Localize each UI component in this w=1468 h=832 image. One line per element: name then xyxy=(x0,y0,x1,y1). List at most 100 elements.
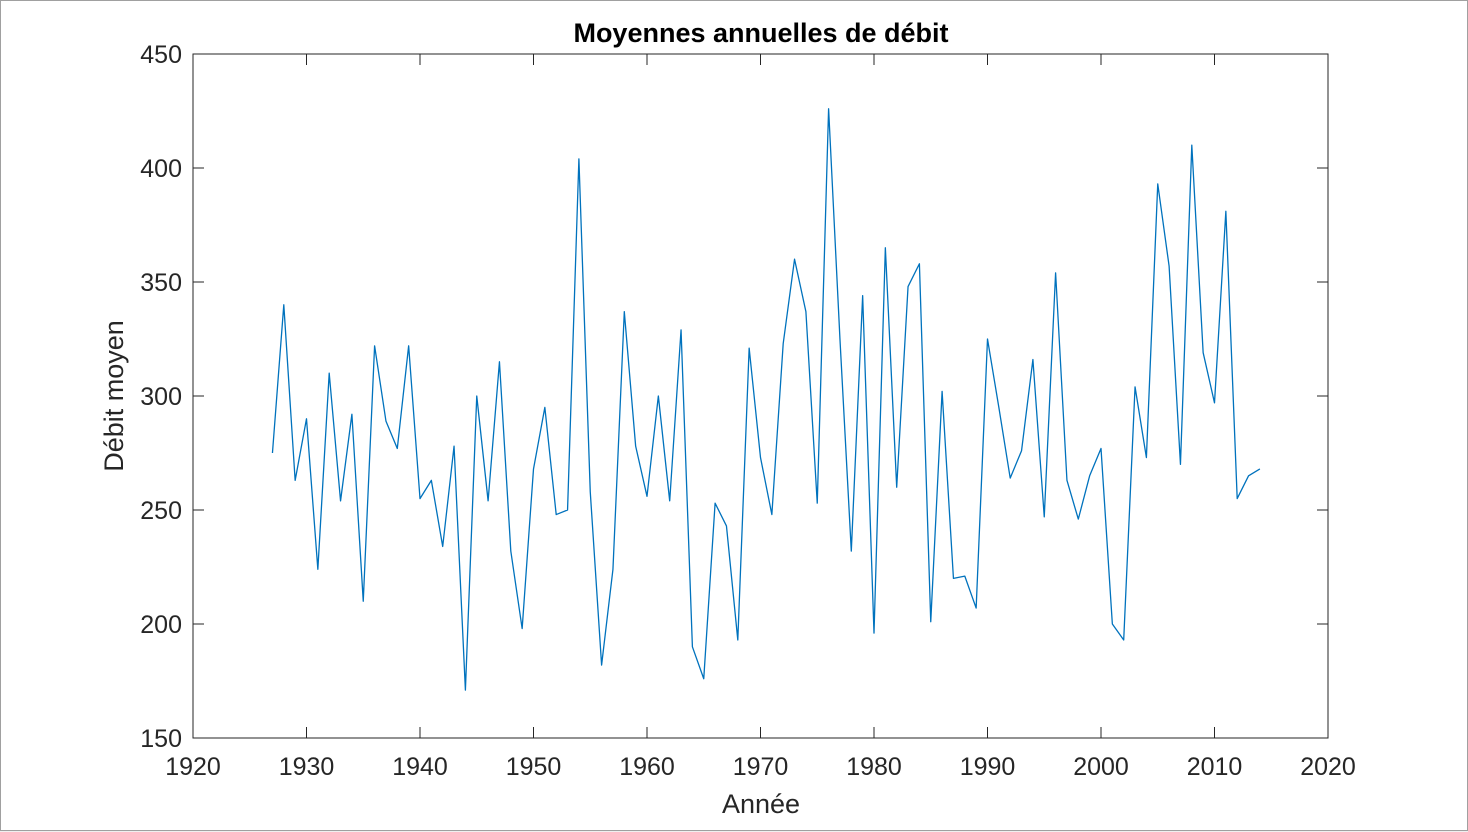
x-tick-label: 2010 xyxy=(1187,753,1243,781)
data-point xyxy=(964,575,966,577)
data-point xyxy=(1100,447,1102,449)
data-point xyxy=(1145,456,1147,458)
data-point xyxy=(1213,402,1215,404)
y-tick-label: 300 xyxy=(140,383,182,411)
data-point xyxy=(1179,463,1181,465)
data-point xyxy=(930,621,932,623)
data-point xyxy=(737,639,739,641)
data-point xyxy=(283,304,285,306)
axes-box xyxy=(192,53,1329,739)
x-tick-label: 1960 xyxy=(619,753,675,781)
data-point xyxy=(498,361,500,363)
data-point xyxy=(657,395,659,397)
data-point xyxy=(1088,475,1090,477)
data-point xyxy=(896,486,898,488)
data-point xyxy=(748,347,750,349)
data-point xyxy=(305,418,307,420)
x-tick-label: 1930 xyxy=(279,753,335,781)
data-point xyxy=(793,258,795,260)
data-point xyxy=(680,329,682,331)
x-tick-label: 2020 xyxy=(1300,753,1356,781)
x-tick-label: 1940 xyxy=(392,753,448,781)
y-axis-label: Débit moyen xyxy=(99,320,129,472)
data-point xyxy=(532,468,534,470)
data-point xyxy=(612,568,614,570)
data-point xyxy=(328,372,330,374)
data-point xyxy=(725,525,727,527)
data-point xyxy=(385,420,387,422)
data-point xyxy=(1225,210,1227,212)
data-point xyxy=(1236,497,1238,499)
data-point xyxy=(339,500,341,502)
data-point xyxy=(884,247,886,249)
data-point xyxy=(510,550,512,552)
data-point xyxy=(907,285,909,287)
data-point xyxy=(634,445,636,447)
data-point xyxy=(1032,358,1034,360)
y-tick-label: 200 xyxy=(140,611,182,639)
y-tick-label: 450 xyxy=(140,41,182,69)
series-line xyxy=(271,108,1261,691)
data-point xyxy=(373,345,375,347)
data-point xyxy=(555,513,557,515)
y-tick-label: 150 xyxy=(140,725,182,753)
data-point xyxy=(521,627,523,629)
data-point xyxy=(407,345,409,347)
data-point xyxy=(850,550,852,552)
data-point xyxy=(669,500,671,502)
data-point xyxy=(453,445,455,447)
data-point xyxy=(805,310,807,312)
data-point xyxy=(1043,516,1045,518)
data-point xyxy=(1157,183,1159,185)
data-point xyxy=(1202,351,1204,353)
data-point xyxy=(578,158,580,160)
data-point xyxy=(1247,475,1249,477)
y-tick-label: 400 xyxy=(140,155,182,183)
data-point xyxy=(271,452,273,454)
data-point xyxy=(816,502,818,504)
data-point xyxy=(861,294,863,296)
data-point xyxy=(544,406,546,408)
x-tick-label: 1920 xyxy=(165,753,221,781)
data-point xyxy=(1134,386,1136,388)
data-point xyxy=(1066,479,1068,481)
data-point xyxy=(1123,639,1125,641)
data-point xyxy=(476,395,478,397)
data-point xyxy=(294,479,296,481)
data-point xyxy=(1077,518,1079,520)
data-point xyxy=(691,646,693,648)
data-point xyxy=(782,342,784,344)
data-point xyxy=(1020,450,1022,452)
x-tick-label: 1950 xyxy=(506,753,562,781)
plot-area xyxy=(193,54,1328,738)
data-point xyxy=(487,500,489,502)
data-point xyxy=(600,664,602,666)
data-point xyxy=(1054,272,1056,274)
data-point xyxy=(1111,623,1113,625)
data-point xyxy=(986,338,988,340)
x-tick-label: 1970 xyxy=(733,753,789,781)
data-point xyxy=(419,497,421,499)
data-point xyxy=(362,600,364,602)
data-point xyxy=(1009,477,1011,479)
x-tick-label: 2000 xyxy=(1073,753,1129,781)
data-point xyxy=(442,545,444,547)
data-point xyxy=(589,491,591,493)
data-point xyxy=(351,413,353,415)
data-point xyxy=(827,108,829,110)
data-point xyxy=(975,607,977,609)
data-point xyxy=(998,406,1000,408)
data-point xyxy=(396,447,398,449)
y-tick-label: 350 xyxy=(140,269,182,297)
data-point xyxy=(941,390,943,392)
y-tick-label: 250 xyxy=(140,497,182,525)
data-point xyxy=(771,513,773,515)
data-point xyxy=(1259,468,1261,470)
data-point xyxy=(566,509,568,511)
x-tick-label: 1980 xyxy=(846,753,902,781)
data-point xyxy=(759,456,761,458)
data-point xyxy=(873,632,875,634)
x-tick-label: 1990 xyxy=(960,753,1016,781)
